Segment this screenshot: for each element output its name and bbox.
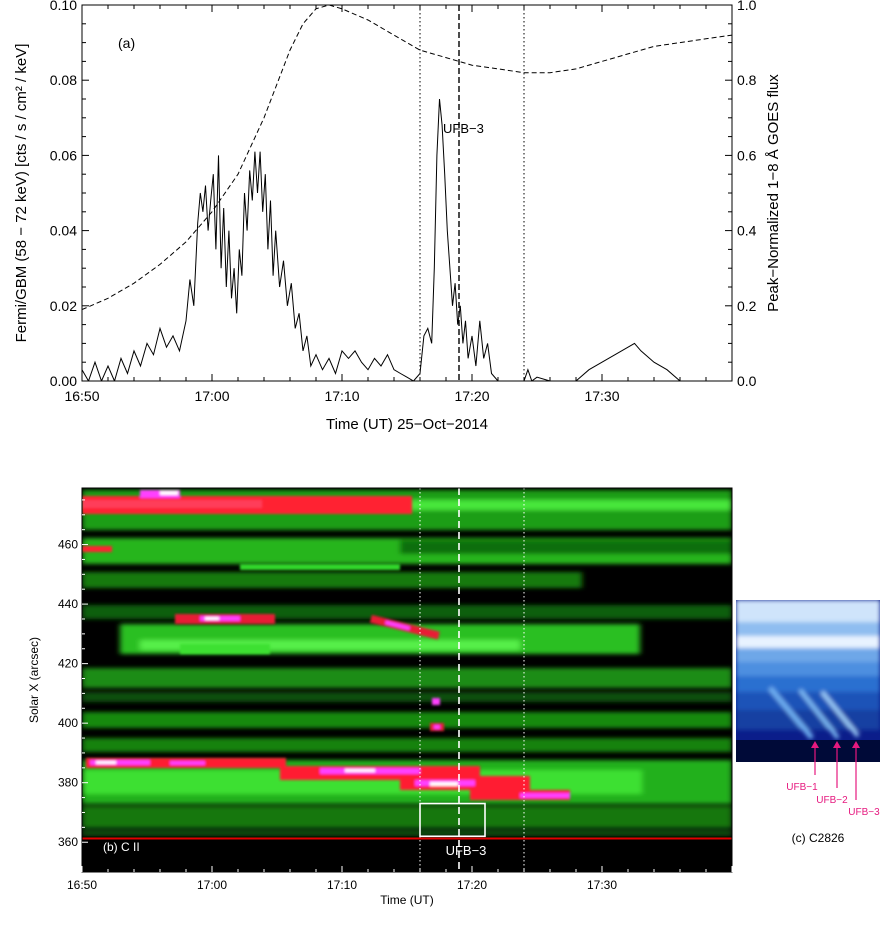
- panel-c-label: (c) C2826: [792, 831, 845, 845]
- panel-b-frame: [81, 487, 733, 873]
- panel-a-lightcurve: 16:50 17:00 17:10 17:20 17:30 0.00 0.02 0.04 0.…: [13, 0, 782, 433]
- heatmap-dark-floor: [82, 838, 732, 872]
- panel-c-inset: UFB−1 UFB−2 UFB−3 (c) C2826: [736, 600, 880, 845]
- inset-marker-group: [811, 741, 860, 800]
- ufb1-marker-label: UFB−1: [786, 782, 818, 793]
- fermi-gbm-series-line: [82, 98, 681, 381]
- y2-tick-label: 0.6: [737, 147, 757, 163]
- y-tick-label: 0.00: [50, 373, 77, 389]
- panel-a-frame: [81, 4, 733, 382]
- panel-a-ufb3-annotation: UFB−3: [443, 121, 484, 136]
- x-tick-label: 17:30: [584, 388, 619, 404]
- ufb3-marker-label: UFB−3: [848, 807, 880, 818]
- y2-tick-label: 0.0: [737, 373, 757, 389]
- y-tick-label: 0.06: [50, 147, 77, 163]
- goes-flux-series-line: [82, 5, 732, 311]
- panel-a-ylabel: Fermi/GBM (58 − 72 keV) [cts / s / cm² /…: [13, 44, 30, 343]
- x-tick-label: 17:00: [197, 878, 227, 892]
- x-tick-label: 17:10: [324, 388, 359, 404]
- y2-tick-label: 0.2: [737, 298, 757, 314]
- y-tick-label: 400: [58, 716, 78, 730]
- panel-b-ylabel: Solar X (arcsec): [27, 637, 41, 723]
- y-tick-label: 440: [58, 597, 78, 611]
- x-tick-label: 16:50: [64, 388, 99, 404]
- panel-a-xlabel: Time (UT) 25−Oct−2014: [326, 416, 488, 433]
- x-tick-label: 17:10: [327, 878, 357, 892]
- x-tick-label: 16:50: [67, 878, 97, 892]
- y2-tick-label: 0.4: [737, 223, 757, 239]
- y-tick-label: 420: [58, 657, 78, 671]
- x-tick-label: 17:30: [587, 878, 617, 892]
- panel-a-y2label: Peak−Normalized 1−8 Å GOES flux: [765, 74, 782, 312]
- heatmap-red-features: [82, 490, 570, 800]
- inset-dark-band: [736, 740, 880, 762]
- y-tick-label: 0.04: [50, 223, 77, 239]
- ufb3-highlight-box: [419, 802, 486, 838]
- y-tick-label: 0.02: [50, 298, 77, 314]
- y-tick-label: 360: [58, 835, 78, 849]
- y-tick-label: 0.10: [50, 0, 77, 13]
- y-tick-label: 0.08: [50, 72, 77, 88]
- inset-bands: [736, 600, 880, 740]
- y-tick-label: 460: [58, 538, 78, 552]
- panel-b-label: (b) C II: [103, 840, 140, 854]
- x-tick-label: 17:20: [454, 388, 489, 404]
- panel-a-label: (a): [118, 35, 135, 51]
- y2-tick-label: 1.0: [737, 0, 757, 13]
- panel-b-spectral-timeslice: 16:50 17:00 17:10 17:20 17:30 360 380 400 420 44…: [27, 487, 733, 907]
- ufb2-marker-label: UFB−2: [816, 795, 848, 806]
- y-tick-label: 380: [58, 776, 78, 790]
- x-tick-label: 17:20: [457, 878, 487, 892]
- y2-tick-label: 0.8: [737, 72, 757, 88]
- x-tick-label: 17:00: [194, 388, 229, 404]
- panel-b-xlabel: Time (UT): [380, 893, 434, 907]
- panel-b-ufb3-annotation: UFB−3: [446, 843, 487, 858]
